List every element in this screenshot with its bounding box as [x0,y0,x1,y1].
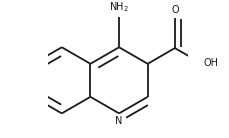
Text: NH$_2$: NH$_2$ [109,0,128,14]
Text: OH: OH [202,58,217,68]
Text: N: N [115,116,122,126]
Text: O: O [170,5,178,15]
